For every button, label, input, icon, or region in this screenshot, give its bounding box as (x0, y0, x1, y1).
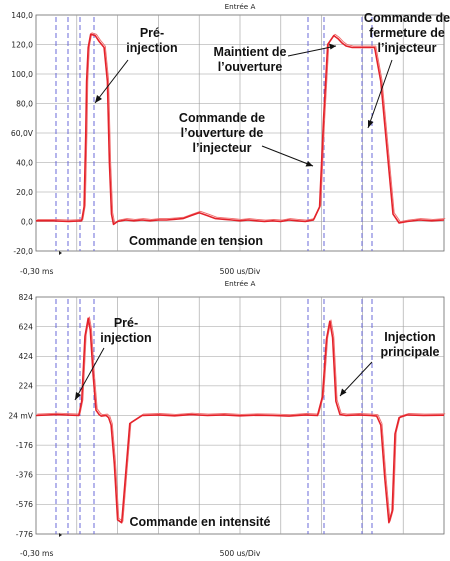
bottom-x-start-label: -0,30 ms (20, 549, 53, 558)
annotation-line: Commande de (179, 111, 265, 125)
y-tick-label: 424 (19, 352, 34, 361)
annotation-commande-tension: Commande en tension (129, 234, 263, 248)
annotation-line: l’injecteur (377, 41, 436, 55)
y-tick-label: -776 (16, 530, 33, 539)
trace-secondary-line (37, 316, 446, 522)
y-tick-label: 0,0 (21, 217, 33, 226)
annotation-line: Maintient de (214, 45, 287, 59)
y-tick-label: 624 (19, 322, 34, 331)
arrow-head (75, 392, 81, 400)
y-tick-label: 24 mV (8, 411, 33, 420)
top-x-start-label: -0,30 ms (20, 267, 53, 276)
arrow-line (94, 59, 129, 104)
top-x-axis-label: 500 us/Div (220, 267, 261, 276)
annotation-line: fermeture de (369, 26, 445, 40)
annotation-pre-injection-top-text: Pré-injection (126, 26, 177, 55)
bottom-trace (35, 316, 446, 524)
annotation-injection-principale-text: Injection principale (380, 330, 439, 359)
annotation-line: Pré- (114, 316, 138, 330)
top-y-ticks: 140,0 120,0 100,0 80,0 60,0V 40,0 20,0 0,0 -20,0 (11, 11, 34, 256)
y-tick-label: 60,0V (11, 129, 34, 138)
annotation-commande-intensite: Commande en intensité (130, 515, 271, 529)
annotation-line: l’injecteur (192, 141, 251, 155)
top-dashed-markers (55, 17, 373, 251)
bottom-chart: Entrée A 824 624 424 224 24 mV -176 -376 -576 -7… (8, 279, 446, 558)
y-tick-label: -20,0 (13, 247, 33, 256)
arrow-head (368, 120, 374, 128)
annotation-injection-principale: Injection principale (339, 330, 440, 397)
annotation-line: Commande de (364, 11, 450, 25)
annotation-pre-injection-bottom-text: Pré-injection (100, 316, 151, 345)
arrow-line (287, 45, 337, 57)
top-trigger-marker (59, 251, 62, 255)
annotation-fermeture-text: Commande de fermeture de l’injecteur (364, 11, 450, 55)
trace-line (35, 317, 445, 524)
y-tick-label: -176 (16, 441, 33, 450)
y-tick-label: 20,0 (16, 188, 33, 197)
trace-secondary-line (37, 32, 446, 224)
top-chart: Entrée A 140,0 120,0 100,0 80,0 60,0V 40,0 20,… (11, 2, 450, 276)
annotation-line: Injection (384, 330, 435, 344)
arrow-line (367, 59, 393, 129)
arrow-line (339, 361, 373, 397)
y-tick-label: 224 (19, 382, 34, 391)
annotation-line: l’ouverture (218, 60, 283, 74)
trace-line (36, 33, 445, 226)
annotation-ouverture: Commande de l’ouverture de l’injecteur (179, 111, 314, 167)
bottom-chart-title: Entrée A (225, 279, 256, 288)
y-tick-label: 80,0 (16, 99, 33, 108)
annotation-line: injection (100, 331, 151, 345)
arrow-head (340, 388, 347, 396)
annotation-fermeture: Commande de fermeture de l’injecteur (364, 11, 450, 129)
y-tick-label: -576 (16, 500, 33, 509)
annotation-line: l’ouverture de (181, 126, 264, 140)
y-tick-label: 120,0 (11, 40, 33, 49)
y-tick-label: 100,0 (11, 70, 33, 79)
arrow-head (95, 95, 102, 103)
top-chart-title: Entrée A (225, 2, 256, 11)
annotation-maintient: Maintient de l’ouverture (214, 43, 337, 74)
annotation-pre-injection-top: Pré-injection (94, 26, 178, 104)
arrow-head (305, 161, 313, 167)
annotation-line: principale (380, 345, 439, 359)
y-tick-label: 140,0 (11, 11, 33, 20)
bottom-x-axis-label: 500 us/Div (220, 549, 261, 558)
bottom-dashed-markers (55, 299, 373, 534)
annotation-line: injection (126, 41, 177, 55)
y-tick-label: 40,0 (16, 158, 33, 167)
bottom-trigger-marker (59, 533, 62, 537)
arrow-line (261, 145, 314, 167)
annotation-maintient-text: Maintient de l’ouverture (214, 45, 287, 74)
y-tick-label: -376 (16, 471, 33, 480)
annotation-pre-injection-bottom: Pré-injection (74, 316, 152, 401)
annotation-line: Pré- (140, 26, 164, 40)
y-tick-label: 824 (19, 293, 34, 302)
annotation-ouverture-text: Commande de l’ouverture de l’injecteur (179, 111, 265, 155)
top-trace (36, 32, 446, 226)
bottom-y-ticks: 824 624 424 224 24 mV -176 -376 -576 -776 (8, 293, 33, 539)
arrow-head (329, 43, 336, 50)
arrow-line (74, 347, 105, 401)
